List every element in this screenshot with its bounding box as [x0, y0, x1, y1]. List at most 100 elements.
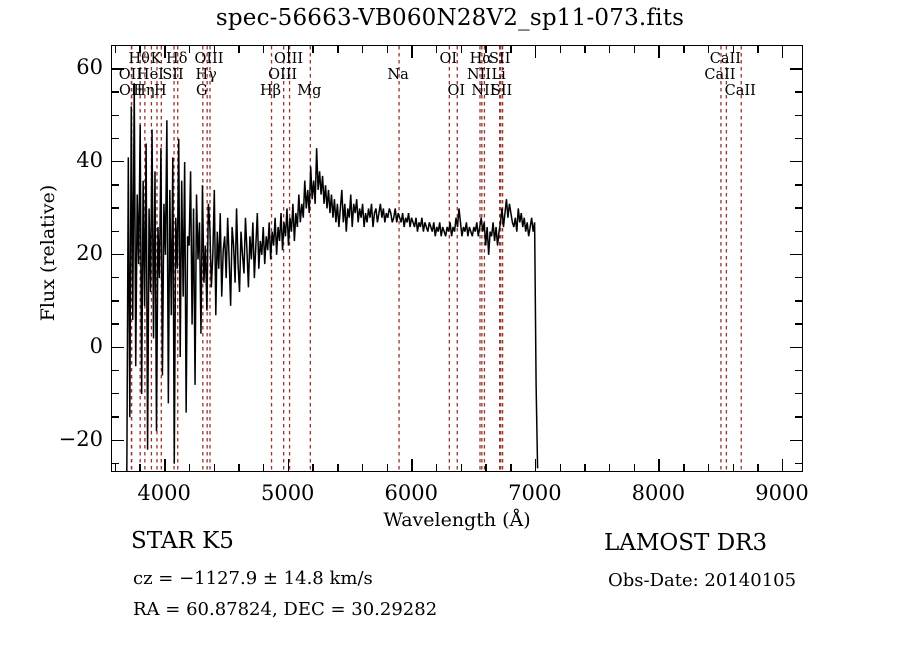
plot-drawing-area: [112, 46, 802, 471]
y-axis-tick: [790, 161, 803, 163]
spectral-line-label: CaII: [724, 83, 756, 99]
spectral-line-label: NII: [466, 67, 492, 83]
x-tick-label: 9000: [755, 481, 809, 505]
x-tick-label: 5000: [260, 481, 315, 505]
spectral-line-label: OII: [118, 67, 143, 83]
y-axis-tick: [111, 300, 119, 302]
y-tick-label: 40: [76, 148, 103, 173]
y-axis-tick: [795, 416, 803, 418]
y-axis-tick: [111, 439, 124, 441]
y-axis-tick: [795, 300, 803, 302]
x-axis-tick: [460, 464, 463, 472]
x-axis-title: Wavelength (Å): [383, 509, 531, 531]
x-axis-tick: [757, 464, 759, 472]
x-axis-tick: [707, 464, 710, 472]
y-axis-tick: [111, 114, 119, 116]
y-axis-tick: [111, 253, 124, 256]
x-axis-tick: [164, 459, 166, 472]
spectral-line-label: Na: [387, 67, 409, 83]
x-axis-tick: [386, 464, 388, 472]
x-axis-tick: [411, 459, 413, 472]
spectral-line-label: SII: [162, 67, 184, 83]
spectral-line-label: SII: [489, 51, 511, 67]
y-tick-label: −20: [58, 426, 103, 451]
y-axis-tick: [111, 68, 124, 70]
x-axis-tick: [312, 45, 314, 53]
y-axis-tick: [111, 323, 119, 325]
x-tick-label: 4000: [137, 481, 191, 505]
x-axis-tick: [732, 464, 734, 472]
x-tick-label: 8000: [631, 481, 686, 505]
x-axis-tick: [262, 45, 265, 53]
spectral-line-label: Hδ: [166, 51, 188, 67]
x-axis-tick: [435, 464, 438, 472]
spectral-line-label: K: [150, 51, 162, 67]
spectral-line-label: OII: [118, 83, 143, 99]
x-axis-tick: [757, 45, 759, 53]
x-axis-tick: [658, 45, 660, 58]
spectral-line-markers-group: [130, 46, 742, 471]
x-axis-tick: [386, 45, 388, 53]
spectral-line-label: Hα: [469, 51, 493, 67]
x-axis-tick: [262, 464, 265, 472]
y-tick-label: 0: [89, 333, 103, 358]
x-axis-tick: [559, 464, 561, 472]
survey-label: LAMOST DR3: [604, 530, 768, 556]
spectral-line-label: Mg: [297, 83, 322, 99]
y-axis-tick: [790, 253, 803, 256]
x-axis-tick: [188, 45, 191, 53]
x-axis-tick: [411, 45, 413, 58]
x-axis-tick: [238, 464, 240, 472]
x-axis-tick: [781, 459, 784, 472]
x-axis-tick: [658, 459, 660, 472]
x-axis-tick: [608, 45, 611, 53]
x-axis-tick: [732, 45, 734, 53]
x-axis-tick: [213, 464, 215, 472]
metadata-footer: STAR K5 LAMOST DR3 cz = −1127.9 ± 14.8 k…: [0, 528, 900, 648]
x-axis-tick: [287, 45, 290, 58]
spectral-line-label: OI: [447, 83, 466, 99]
y-axis-tick: [795, 230, 803, 233]
x-axis-tick: [559, 45, 561, 53]
x-axis-tick: [633, 45, 636, 53]
y-axis-tick: [795, 323, 803, 325]
y-axis-tick: [111, 416, 119, 418]
y-axis-tick: [111, 393, 119, 395]
spectral-line-label: HeI: [136, 67, 164, 83]
y-axis-tick: [111, 462, 119, 465]
y-axis-tick: [790, 68, 803, 70]
x-axis-tick: [534, 45, 537, 58]
spectral-line-label: SII: [490, 83, 513, 99]
x-axis-tick: [312, 464, 314, 472]
x-axis-tick: [361, 464, 364, 472]
y-axis-tick: [111, 91, 119, 93]
x-axis-tick: [337, 45, 339, 53]
y-axis-tick: [111, 230, 119, 233]
spectral-line-label: Hη: [133, 83, 155, 99]
y-axis-tick: [111, 277, 119, 279]
y-axis-tick: [111, 45, 119, 47]
coordinates-label: RA = 60.87824, DEC = 30.29282: [133, 599, 438, 620]
y-axis-tick: [795, 369, 803, 372]
x-axis-tick: [287, 459, 290, 472]
y-axis-tick: [111, 369, 119, 372]
spectral-line-label: OI: [439, 51, 458, 67]
x-axis-tick: [114, 45, 117, 53]
spectral-line-label: NII: [471, 83, 496, 99]
y-axis-tick: [795, 184, 803, 186]
spectrum-line-chart: [126, 46, 742, 471]
x-axis-tick: [460, 45, 463, 53]
x-axis-tick: [510, 464, 512, 472]
page-title: spec-56663-VB060N28V2_sp11-073.fits: [215, 5, 685, 31]
spectral-line-label: Hβ: [260, 83, 282, 99]
spectral-line-label: Li: [491, 67, 506, 83]
y-tick-label: 60: [76, 55, 103, 80]
x-axis-tick: [781, 45, 784, 58]
spectral-line-label: CaII: [709, 51, 741, 67]
y-axis-tick: [795, 137, 803, 140]
spectral-line-label: OIII: [268, 67, 298, 83]
y-axis-tick: [795, 114, 803, 116]
spectral-line-label: G: [196, 83, 208, 99]
y-axis-tick: [795, 207, 803, 209]
y-axis-tick: [790, 346, 803, 349]
